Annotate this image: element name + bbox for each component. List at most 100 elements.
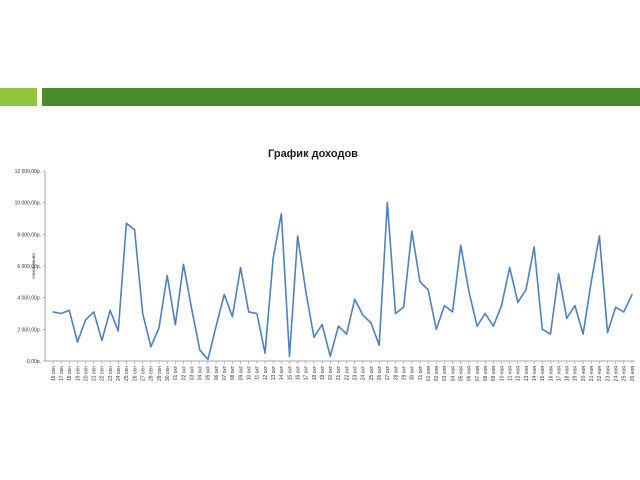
x-tick-label: 30 окт (410, 365, 416, 380)
x-tick-label: 15 ноя (540, 366, 546, 381)
header-band-dark (42, 88, 640, 106)
x-tick-label: 13 окт (271, 365, 277, 380)
x-tick-label: 04 окт (198, 365, 204, 380)
data-point (354, 298, 356, 300)
x-tick-label: 04 ноя (450, 366, 456, 381)
data-point (109, 309, 111, 311)
data-point (337, 325, 340, 327)
x-tick-label: 22 окт (344, 365, 350, 380)
data-point (468, 290, 470, 292)
data-point (411, 230, 413, 232)
data-point (386, 202, 388, 204)
data-point (133, 228, 136, 231)
data-point (574, 304, 576, 307)
x-tick-label: 14 окт (279, 365, 285, 380)
x-tick-label: 17 ноя (556, 366, 562, 381)
y-tick-label: 2 000,00р. (17, 327, 41, 333)
data-point (362, 314, 364, 316)
x-tick-label: 19 сен (75, 366, 81, 381)
data-point (313, 336, 315, 338)
x-tick-label: 15 окт (287, 365, 293, 380)
data-point (93, 311, 95, 313)
x-tick-label: 10 ноя (499, 366, 505, 381)
x-tick-label: 25 ноя (622, 366, 628, 381)
x-tick-label: 09 ноя (491, 366, 497, 381)
data-point (231, 316, 234, 318)
data-point (492, 325, 494, 327)
data-point (525, 289, 527, 291)
x-tick-label: 21 сен (92, 366, 98, 381)
y-tick-label: 10 000,00р. (15, 201, 41, 207)
data-point (582, 333, 584, 335)
x-tick-label: 13 ноя (524, 366, 530, 381)
x-tick-label: 16 ноя (548, 366, 554, 381)
x-tick-label: 20 ноя (581, 366, 587, 381)
x-tick-label: 18 сен (67, 366, 73, 381)
data-point (174, 323, 176, 326)
x-tick-label: 25 сен (124, 366, 130, 381)
data-point (239, 266, 242, 269)
x-tick-label: 20 окт (328, 365, 334, 380)
x-tick-label: 06 окт (214, 365, 220, 380)
data-point (329, 355, 331, 357)
data-point (199, 349, 201, 351)
y-tick-label: 4 000,00р. (17, 296, 41, 302)
y-tick-label: 6 000,00р. (17, 264, 41, 270)
x-tick-label: 05 окт (206, 365, 212, 380)
x-tick-label: 22 сен (100, 366, 106, 381)
data-point (76, 341, 79, 343)
data-point (517, 301, 519, 304)
x-tick-label: 08 ноя (483, 366, 489, 381)
data-point (264, 352, 266, 354)
income-series-line (52, 201, 633, 361)
x-tick-label: 24 ноя (613, 366, 619, 381)
data-point (435, 328, 437, 330)
x-tick-label: 08 окт (230, 365, 236, 380)
x-tick-label: 19 окт (320, 365, 326, 380)
y-tick-label: 12 000,00р. (15, 169, 41, 175)
data-point (68, 309, 70, 311)
data-points (52, 202, 633, 361)
data-point (590, 281, 592, 283)
x-tick-label: 26 ноя (630, 366, 636, 381)
x-tick-label: 01 ноя (426, 366, 432, 381)
x-tick-label: 11 окт (255, 365, 261, 380)
data-point (533, 246, 535, 248)
x-tick-label: 29 окт (401, 365, 407, 380)
chart-title: График доходов (268, 148, 358, 160)
data-point (566, 317, 568, 319)
data-point (370, 322, 372, 324)
data-point (85, 319, 87, 321)
data-point (272, 257, 274, 259)
x-tick-label: 16 окт (295, 365, 301, 380)
x-tick-label: 10 окт (247, 365, 253, 380)
x-tick-label: 06 ноя (467, 366, 473, 381)
x-tick-label: 28 окт (393, 365, 399, 380)
x-tick-label: 20 сен (83, 366, 89, 381)
data-point (125, 222, 127, 224)
x-tick-label: 02 ноя (434, 366, 440, 381)
x-tick-label: 31 окт (418, 365, 424, 380)
x-tick-label: 17 сен (59, 366, 65, 381)
y-axis-label: Начисления (31, 253, 36, 279)
x-tick-label: 02 окт (181, 365, 187, 380)
data-point (345, 333, 348, 335)
x-tick-label: 29 сен (157, 366, 163, 381)
x-tick-label: 23 ноя (605, 366, 611, 381)
data-point (541, 328, 543, 330)
data-point (451, 311, 454, 313)
x-tick-label: 09 окт (238, 365, 244, 380)
data-point (207, 358, 209, 361)
x-tick-label: 24 окт (361, 365, 367, 380)
data-point (615, 306, 617, 308)
x-tick-label: 23 сен (108, 366, 114, 381)
x-tick-label: 18 ноя (565, 366, 571, 381)
data-point (101, 339, 103, 342)
data-point (460, 244, 462, 247)
x-tick-label: 16 сен (51, 366, 57, 381)
data-point (484, 312, 486, 315)
x-tick-label: 12 окт (263, 365, 269, 380)
data-point (158, 327, 160, 329)
data-point (378, 344, 380, 346)
